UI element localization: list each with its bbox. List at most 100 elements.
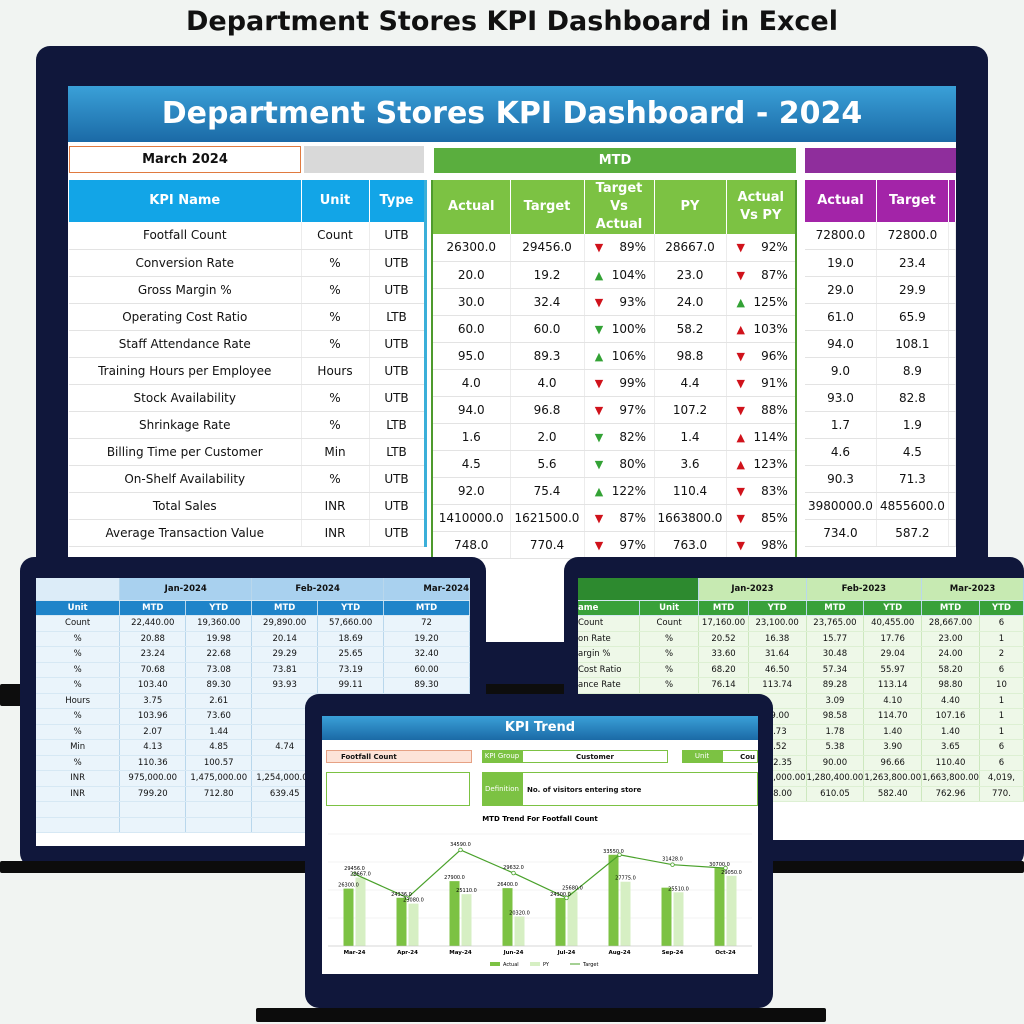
- ytd-target-cell: 29.9: [876, 276, 949, 304]
- value-cell: 89.30: [185, 677, 253, 694]
- actual-vs-py-cell: ▼ 96%: [726, 342, 797, 370]
- arrow-up-icon: ▲: [594, 349, 604, 363]
- type-cell: UTB: [369, 384, 426, 412]
- ytd-header: YTD: [748, 600, 807, 616]
- value-cell: 29.29: [251, 646, 319, 663]
- kpi-select-dropdown[interactable]: Footfall Count: [326, 750, 472, 763]
- value-cell: 20.14: [251, 631, 319, 647]
- unit-cell: %: [301, 465, 370, 493]
- ytd-actual-cell: 3980000.0: [805, 492, 877, 520]
- unit-cell: %: [639, 662, 700, 678]
- table-row: Count 22,440.00 19,360.00 29,890.00 57,660.0…: [36, 615, 470, 632]
- value-cell: 712.80: [185, 786, 253, 802]
- mtd-header: MTD: [251, 600, 319, 616]
- target-vs-actual-cell: ▼ 87%: [584, 504, 655, 532]
- py-bar: [673, 892, 684, 946]
- value-cell: 60.00: [383, 662, 470, 678]
- arrow-down-icon: ▼: [594, 457, 604, 471]
- actual-cell: 1410000.0: [432, 504, 511, 532]
- target-point: [458, 847, 463, 853]
- value-cell: 30.48: [806, 646, 865, 663]
- ytd-more-cell: [948, 303, 956, 331]
- type-cell: UTB: [369, 276, 426, 304]
- mtd-header: MTD: [806, 600, 865, 616]
- ytd-actual-cell: 19.0: [805, 249, 877, 277]
- value-cell: 23,765.00: [806, 615, 865, 632]
- value-cell: 70.68: [119, 662, 187, 678]
- unit-header: Unit: [36, 600, 121, 616]
- type-header: Type: [369, 180, 426, 222]
- legend-swatch: [530, 962, 540, 966]
- target-cell: 770.4: [510, 531, 585, 559]
- month-header: Jan-2024: [119, 578, 253, 601]
- target-vs-actual-cell: ▼ 80%: [584, 450, 655, 478]
- legend-label: PY: [543, 962, 550, 968]
- page-title: Department Stores KPI Dashboard in Excel: [186, 6, 838, 37]
- kpi-name-cell: Conversion Rate: [69, 249, 302, 277]
- value-cell: 23.24: [119, 646, 187, 663]
- target-vs-actual-cell: ▲ 106%: [584, 342, 655, 370]
- value-cell: 89.30: [383, 677, 470, 694]
- percent-value: 83%: [761, 483, 788, 498]
- actual-vs-py-cell: ▼ 87%: [726, 261, 797, 289]
- table-row: ance Rate% 76.14 113.74 89.28 113.14 98.80 10: [578, 677, 1024, 694]
- target-vs-actual-cell: ▼ 97%: [584, 531, 655, 559]
- target-point: [564, 895, 569, 901]
- value-cell: 1.40: [921, 724, 980, 740]
- mtd-trend-chart: MTD Trend For Footfall Count 26300.0 2866…: [328, 815, 752, 968]
- value-cell: 18.69: [317, 631, 385, 647]
- target-cell: 5.6: [510, 450, 585, 478]
- ytd-target-cell: 1.9: [876, 411, 949, 439]
- x-tick-label: May-24: [449, 950, 472, 956]
- value-cell: 19,360.00: [185, 615, 253, 632]
- value-cell: 799.20: [119, 786, 187, 802]
- kpi-name-header: ame: [578, 600, 640, 616]
- py-bar: [567, 891, 578, 946]
- target-vs-actual-cell: ▼ 97%: [584, 396, 655, 424]
- month-header: Mar-2023: [921, 578, 1024, 601]
- target-cell: 29456.0: [510, 234, 585, 262]
- mtd-header: MTD: [119, 600, 187, 616]
- unit-cell: %: [639, 677, 700, 694]
- table-row: Count Count 17,160.00 23,100.00 23,765.00 40,…: [578, 615, 1024, 632]
- unit-cell: INR: [301, 519, 370, 547]
- ytd-more-cell: [948, 330, 956, 358]
- value-cell: 1.44: [185, 724, 253, 740]
- header-spacer: [304, 146, 424, 173]
- table-row: Conversion Rate% UTB: [69, 249, 426, 277]
- unit-value: Cou: [722, 750, 758, 763]
- value-cell: 1: [979, 693, 1024, 709]
- table-row: 1.6 2.0 ▼ 82% 1.4 ▲ 114%: [432, 423, 797, 451]
- kpi-name-cell: ance Rate: [578, 677, 640, 694]
- value-cell: 103.96: [119, 708, 187, 725]
- table-row: 19.0 23.4: [805, 249, 956, 277]
- data-label: 26400.0: [497, 882, 518, 888]
- value-cell: 23,100.00: [748, 615, 807, 632]
- py-bar: [355, 877, 366, 946]
- value-cell: 20.52: [698, 631, 749, 647]
- target-vs-actual-cell: ▼ 89%: [584, 234, 655, 262]
- month-selector[interactable]: March 2024: [69, 146, 301, 173]
- value-cell: 20.88: [119, 631, 187, 647]
- actual-cell: 94.0: [432, 396, 511, 424]
- value-cell: 17.76: [863, 631, 923, 647]
- target-point: [405, 895, 410, 900]
- value-cell: [251, 708, 319, 725]
- arrow-down-icon: ▼: [736, 511, 745, 525]
- value-cell: 3.09: [806, 693, 865, 709]
- unit-cell: Hours: [301, 357, 370, 385]
- kpi-name-cell: Shrinkage Rate: [69, 411, 302, 439]
- actual-cell: 26300.0: [432, 234, 511, 262]
- percent-value: 89%: [619, 240, 646, 255]
- corner-cell: [578, 578, 700, 601]
- arrow-down-icon: ▼: [736, 241, 745, 255]
- dashboard-title: Department Stores KPI Dashboard - 2024: [68, 86, 956, 142]
- ytd-more-cell: [948, 222, 956, 250]
- ytd-target-cell: 8.9: [876, 357, 949, 385]
- mtd-table: Actual Target Target Vs Actual PY Actual…: [431, 180, 797, 559]
- ytd-actual-cell: 1.7: [805, 411, 877, 439]
- actual-bar: [343, 888, 354, 946]
- actual-bar: [555, 897, 566, 946]
- data-label: 27900.0: [444, 875, 465, 881]
- unit-cell: %: [301, 330, 370, 358]
